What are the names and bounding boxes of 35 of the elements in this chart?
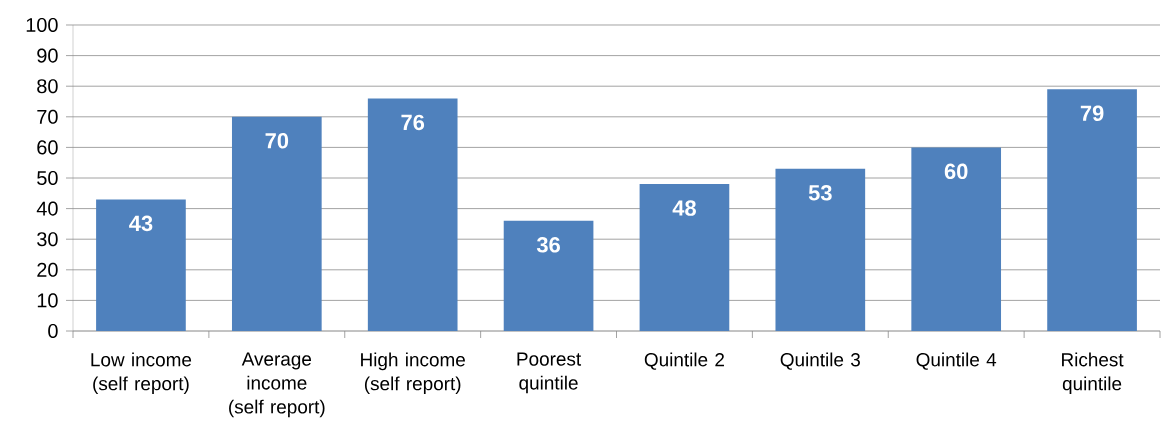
data-label: 60 (944, 163, 968, 180)
x-tick-label: Quintile 4 (916, 352, 997, 370)
y-tick-label: 90 (37, 48, 58, 63)
y-tick-label: 10 (37, 293, 58, 308)
bar (367, 98, 458, 331)
data-label: 43 (129, 215, 153, 232)
x-tick-label: High income (self report) (361, 352, 465, 395)
x-tick-label: Poorest quintile (517, 352, 582, 394)
y-tick-label: 0 (48, 323, 58, 339)
bar (639, 184, 730, 331)
y-tick-label: 40 (36, 201, 58, 216)
bar (911, 147, 1002, 331)
data-label: 76 (401, 114, 425, 131)
bar (231, 116, 322, 331)
y-tick-label: 80 (37, 79, 58, 94)
x-tick-label: Low income (self report) (91, 352, 192, 395)
data-label: 70 (265, 132, 289, 149)
y-tick-label: 50 (37, 170, 58, 186)
x-tick-label: Quintile 3 (780, 352, 860, 370)
x-tick-label: Quintile 2 (644, 352, 724, 370)
y-tick-label: 70 (37, 109, 58, 124)
data-label: 36 (536, 237, 560, 253)
x-tick-label: Richest quintile (1062, 352, 1124, 395)
x-tick-label: Average income (self report) (229, 352, 325, 418)
bar (503, 220, 594, 331)
y-tick-label: 60 (37, 140, 58, 155)
bar (775, 168, 866, 331)
y-tick-label: 30 (37, 232, 58, 247)
data-label: 53 (808, 185, 832, 201)
bar (1047, 89, 1137, 331)
data-label: 48 (672, 200, 696, 216)
y-tick-label: 20 (37, 262, 58, 277)
data-label: 79 (1080, 105, 1104, 121)
bar (96, 199, 186, 331)
y-tick-label: 100 (26, 17, 58, 33)
